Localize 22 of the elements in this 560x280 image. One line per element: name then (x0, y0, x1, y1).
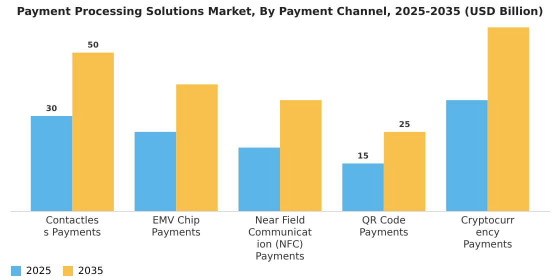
legend-label: 2025 (26, 266, 52, 277)
bar (280, 100, 322, 211)
bar (342, 164, 384, 211)
x-tick-label: EMV Chip Payments (152, 216, 201, 238)
data-label: 25 (399, 120, 411, 129)
bar (384, 132, 426, 211)
bar (238, 148, 280, 211)
bar (72, 52, 114, 211)
x-tick-label: QR Code Payments (359, 216, 408, 238)
bar (134, 132, 176, 211)
bar (176, 84, 218, 211)
x-tick-label: Cryptocurrency Payments (461, 216, 516, 250)
bar (30, 116, 72, 211)
bar (488, 27, 530, 211)
data-label: 50 (88, 40, 100, 50)
legend-label: 2035 (78, 266, 104, 277)
data-label: 15 (358, 152, 370, 160)
data-label: 30 (46, 104, 58, 113)
x-tick-label: Contactless Payments (44, 216, 102, 238)
bar (446, 100, 488, 211)
chart-title: Payment Processing Solutions Market, By Payment Channel, 2025-2035 (USD Billion) (16, 5, 544, 18)
x-tick-label: Near Field Communication (NFC) Payments (248, 216, 312, 262)
